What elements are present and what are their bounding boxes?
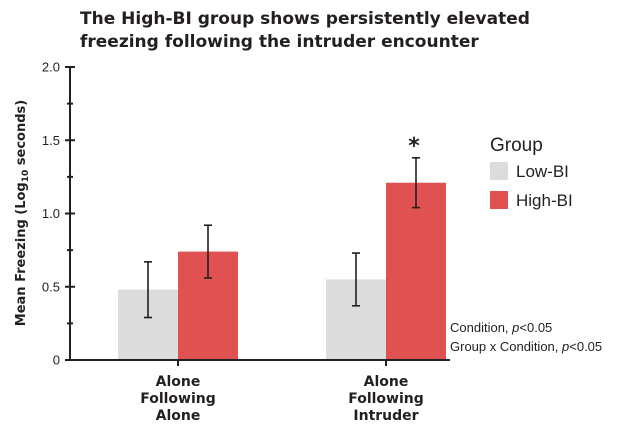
legend-title: Group bbox=[490, 135, 543, 156]
stats-text: Group x Condition, bbox=[450, 339, 562, 354]
x-category-label: Alone bbox=[364, 374, 409, 390]
legend-swatch-low-bi bbox=[490, 162, 508, 180]
stats-text: Condition, bbox=[450, 320, 512, 335]
bars-layer bbox=[118, 157, 446, 360]
stats-p-symbol: p bbox=[561, 339, 569, 354]
y-tick-label: 0.5 bbox=[42, 279, 60, 294]
x-category-label: Following bbox=[348, 391, 424, 407]
axes-layer bbox=[65, 66, 450, 366]
stats-text: <0.05 bbox=[519, 320, 552, 335]
chart-title: The High-BI group shows persistently ele… bbox=[80, 9, 530, 52]
stats-text: <0.05 bbox=[569, 339, 602, 354]
y-axis-label-subscript: 10 bbox=[21, 170, 31, 183]
y-tick-label: 2.0 bbox=[42, 60, 60, 75]
significance-marker: * bbox=[408, 134, 420, 159]
y-axis-label-part: seconds) bbox=[14, 100, 29, 170]
x-category-label: Alone bbox=[156, 408, 201, 424]
stats-annotation: Group x Condition, p<0.05 bbox=[450, 339, 602, 354]
y-tick-label: 1.0 bbox=[42, 206, 60, 221]
y-axis-label: Mean Freezing (Log10 seconds) bbox=[14, 100, 31, 326]
bar-high-bi-1 bbox=[386, 182, 446, 360]
y-axis-label-part: Mean Freezing (Log bbox=[14, 182, 29, 326]
x-category-label: Following bbox=[140, 391, 216, 407]
stats-p-symbol: p bbox=[511, 320, 519, 335]
legend-label-high-bi: High-BI bbox=[516, 191, 573, 210]
y-tick-label: 0 bbox=[53, 353, 60, 368]
legend-swatch-high-bi bbox=[490, 191, 508, 209]
legend-label-low-bi: Low-BI bbox=[516, 162, 569, 181]
labels-layer: 00.51.01.52.0AloneFollowingAloneAloneFol… bbox=[14, 60, 602, 425]
x-category-label: Intruder bbox=[353, 408, 418, 424]
x-category-label: Alone bbox=[156, 374, 201, 390]
y-tick-label: 1.5 bbox=[42, 133, 60, 148]
stats-annotation: Condition, p<0.05 bbox=[450, 320, 552, 335]
legend: Group Low-BI High-BI bbox=[490, 135, 573, 210]
